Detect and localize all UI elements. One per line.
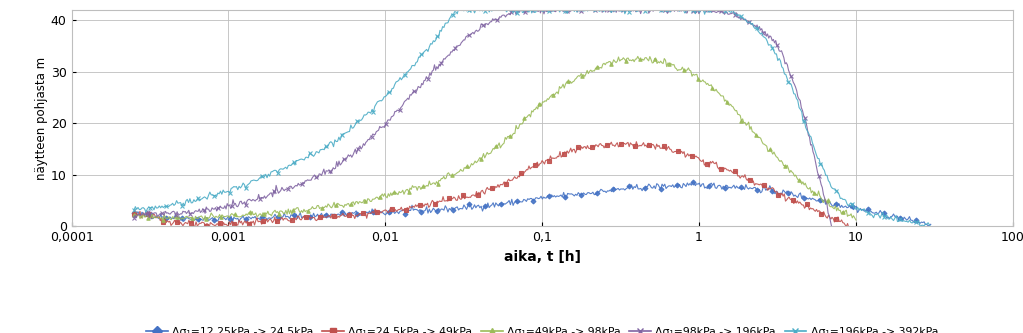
- Δσ₁=196kPa -> 392kPa: [925, 225, 937, 229]
- Δσ₁=49kPa -> 98kPa: [315, 205, 327, 209]
- Line: Δσ₁=24,5kPa -> 49kPa: Δσ₁=24,5kPa -> 49kPa: [132, 140, 850, 229]
- Δσ₁=24,5kPa -> 49kPa: [668, 150, 680, 154]
- Δσ₁=196kPa -> 392kPa: [661, 10, 673, 14]
- Δσ₁=24,5kPa -> 49kPa: [452, 194, 464, 198]
- Δσ₁=49kPa -> 98kPa: [257, 211, 269, 215]
- X-axis label: aika, t [h]: aika, t [h]: [503, 250, 581, 264]
- Δσ₁=196kPa -> 392kPa: [729, 11, 742, 15]
- Δσ₁=49kPa -> 98kPa: [674, 68, 686, 72]
- Δσ₁=196kPa -> 392kPa: [598, 8, 611, 12]
- Δσ₁=49kPa -> 98kPa: [554, 86, 567, 90]
- Δσ₁=98kPa -> 196kPa: [128, 215, 140, 219]
- Δσ₁=24,5kPa -> 49kPa: [843, 225, 855, 229]
- Δσ₁=49kPa -> 98kPa: [455, 169, 468, 173]
- Δσ₁=12,25kPa -> 24,5kPa: [488, 205, 500, 209]
- Δσ₁=98kPa -> 196kPa: [590, 4, 603, 8]
- Δσ₁=12,25kPa -> 24,5kPa: [332, 212, 345, 216]
- Δσ₁=196kPa -> 392kPa: [332, 135, 345, 139]
- Δσ₁=98kPa -> 196kPa: [539, 8, 551, 12]
- Δσ₁=24,5kPa -> 49kPa: [128, 212, 140, 216]
- Δσ₁=24,5kPa -> 49kPa: [630, 140, 642, 144]
- Δσ₁=12,25kPa -> 24,5kPa: [922, 224, 934, 228]
- Δσ₁=12,25kPa -> 24,5kPa: [597, 189, 610, 193]
- Legend: Δσ₁=12,25kPa -> 24,5kPa, Δσ₁=24,5kPa -> 49kPa, Δσ₁=49kPa -> 98kPa, Δσ₁=98kPa -> : Δσ₁=12,25kPa -> 24,5kPa, Δσ₁=24,5kPa -> …: [142, 323, 942, 333]
- Δσ₁=196kPa -> 392kPa: [128, 208, 140, 212]
- Line: Δσ₁=196kPa -> 392kPa: Δσ₁=196kPa -> 392kPa: [132, 4, 933, 229]
- Δσ₁=12,25kPa -> 24,5kPa: [686, 180, 699, 184]
- Line: Δσ₁=98kPa -> 196kPa: Δσ₁=98kPa -> 196kPa: [132, 4, 834, 229]
- Y-axis label: näytteen pohjasta m: näytteen pohjasta m: [35, 57, 48, 180]
- Δσ₁=98kPa -> 196kPa: [307, 174, 319, 178]
- Δσ₁=49kPa -> 98kPa: [157, 218, 169, 222]
- Line: Δσ₁=12,25kPa -> 24,5kPa: Δσ₁=12,25kPa -> 24,5kPa: [132, 180, 933, 227]
- Line: Δσ₁=49kPa -> 98kPa: Δσ₁=49kPa -> 98kPa: [132, 55, 857, 222]
- Δσ₁=24,5kPa -> 49kPa: [216, 225, 228, 229]
- Δσ₁=12,25kPa -> 24,5kPa: [729, 186, 742, 190]
- Δσ₁=24,5kPa -> 49kPa: [313, 215, 325, 219]
- Δσ₁=24,5kPa -> 49kPa: [607, 143, 619, 147]
- Δσ₁=98kPa -> 196kPa: [252, 197, 264, 201]
- Δσ₁=98kPa -> 196kPa: [655, 5, 667, 9]
- Δσ₁=49kPa -> 98kPa: [631, 54, 643, 58]
- Δσ₁=98kPa -> 196kPa: [826, 225, 838, 229]
- Δσ₁=196kPa -> 392kPa: [488, 6, 500, 10]
- Δσ₁=49kPa -> 98kPa: [128, 213, 140, 217]
- Δσ₁=24,5kPa -> 49kPa: [550, 156, 563, 160]
- Δσ₁=49kPa -> 98kPa: [611, 59, 623, 63]
- Δσ₁=98kPa -> 196kPa: [595, 5, 608, 9]
- Δσ₁=98kPa -> 196kPa: [444, 53, 456, 57]
- Δσ₁=196kPa -> 392kPa: [269, 168, 281, 172]
- Δσ₁=12,25kPa -> 24,5kPa: [128, 211, 140, 215]
- Δσ₁=12,25kPa -> 24,5kPa: [660, 186, 672, 190]
- Δσ₁=196kPa -> 392kPa: [495, 4, 507, 8]
- Δσ₁=49kPa -> 98kPa: [850, 218, 862, 222]
- Δσ₁=24,5kPa -> 49kPa: [256, 222, 268, 226]
- Δσ₁=12,25kPa -> 24,5kPa: [269, 212, 281, 216]
- Δσ₁=12,25kPa -> 24,5kPa: [925, 222, 937, 226]
